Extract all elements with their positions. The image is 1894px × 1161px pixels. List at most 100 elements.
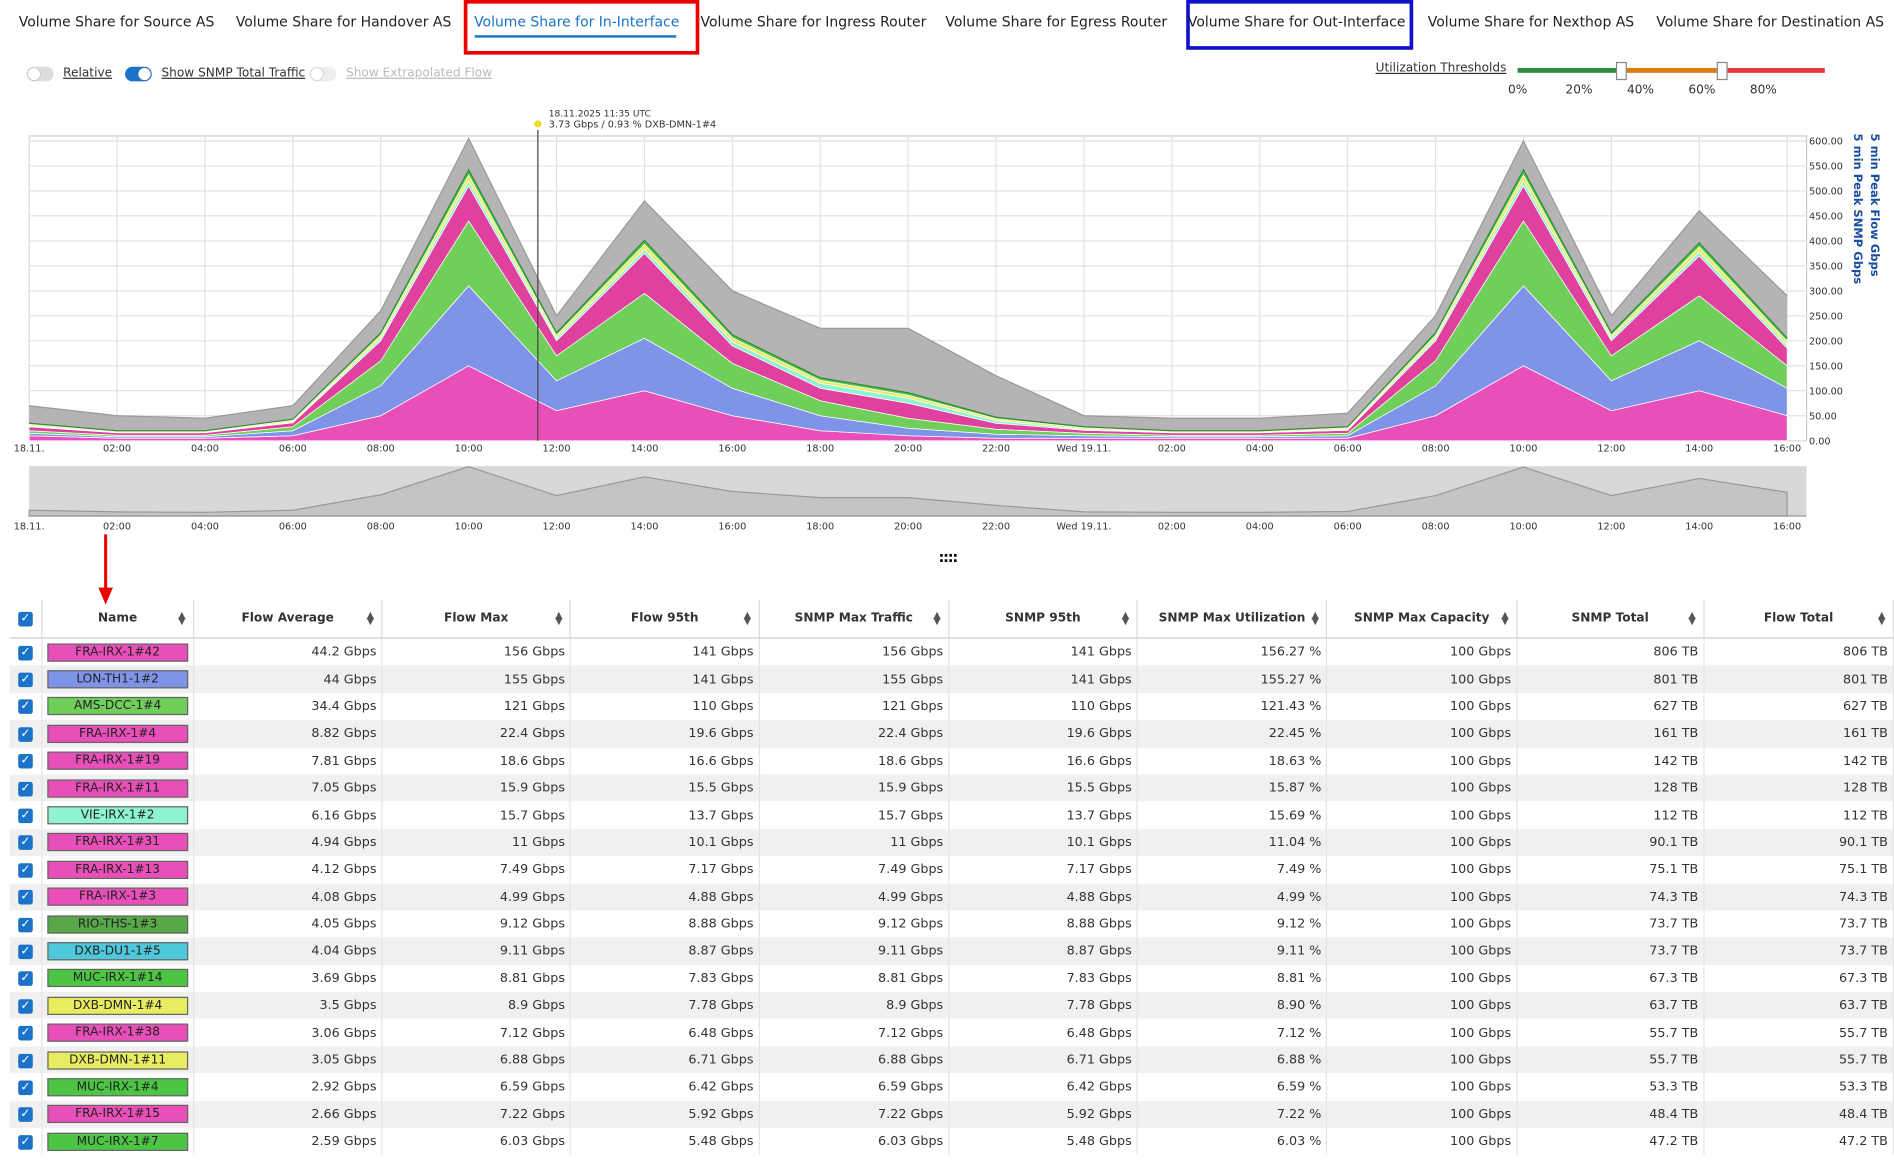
toggle-switch[interactable] [309, 66, 337, 82]
row-checkbox[interactable]: ✓ [18, 862, 33, 878]
threshold-label: 20% [1565, 83, 1593, 98]
row-checkbox[interactable]: ✓ [18, 1053, 33, 1068]
resize-handle[interactable]: :::: [938, 548, 958, 566]
row-checkbox[interactable]: ✓ [18, 971, 33, 987]
cell: 100 Gbps [1326, 1073, 1518, 1101]
header-cell[interactable]: Flow Total ▲ ▼ [1703, 599, 1894, 639]
name-tag: DXB-DU1-1#5 [47, 942, 189, 961]
checkbox-cell: ✓ [9, 1127, 43, 1156]
tab[interactable]: Volume Share for In-Interface [474, 13, 680, 31]
cell: 6.48 Gbps [948, 1019, 1138, 1047]
tab[interactable]: Volume Share for Out-Interface [1187, 13, 1406, 31]
tab[interactable]: Volume Share for Nexthop AS [1427, 13, 1635, 31]
row-checkbox[interactable]: ✓ [18, 1134, 33, 1150]
cell: 15.7 Gbps [758, 801, 950, 829]
header-cell[interactable]: Flow 95th ▲ ▼ [570, 599, 760, 639]
cell: 100 Gbps [1326, 1019, 1518, 1047]
row-checkbox[interactable]: ✓ [18, 672, 33, 688]
cell: 22.4 Gbps [381, 720, 572, 748]
select-all-checkbox[interactable]: ✓ [18, 611, 33, 626]
cell: 73.7 TB [1703, 937, 1894, 965]
cell: 155 Gbps [381, 665, 572, 693]
name-tag: MUC-IRX-1#4 [47, 1078, 189, 1097]
cell: 7.83 Gbps [948, 964, 1138, 993]
cell: 142 TB [1516, 747, 1705, 775]
name-tag: DXB-DMN-1#11 [47, 1050, 189, 1070]
y-tick-label: 250.00 [1809, 311, 1843, 322]
name-tag: AMS-DCC-1#4 [47, 697, 189, 716]
name-cell: AMS-DCC-1#4 [41, 692, 195, 721]
header-cell[interactable]: SNMP Max Utilization ▲ ▼ [1137, 599, 1328, 639]
sort-icon: ▲ ▼ [1878, 609, 1886, 627]
row-checkbox[interactable]: ✓ [18, 699, 33, 715]
header-cell[interactable]: SNMP 95th ▲ ▼ [948, 599, 1138, 639]
cell: 90.1 TB [1703, 828, 1894, 857]
y-axis-label: 5 min Peak Flow Gbps [1868, 134, 1882, 277]
name-tag: LON-TH1-1#2 [47, 670, 189, 689]
cell: 6.88 % [1137, 1046, 1328, 1074]
row-checkbox[interactable]: ✓ [18, 835, 33, 851]
row-checkbox[interactable]: ✓ [18, 1107, 33, 1123]
navigator-tick-label: 06:00 [1334, 521, 1362, 532]
row-checkbox[interactable]: ✓ [18, 1080, 33, 1096]
row-checkbox[interactable]: ✓ [18, 727, 33, 742]
row-checkbox[interactable]: ✓ [18, 890, 33, 905]
x-tick-label: Wed 19.11. [1056, 444, 1111, 455]
header-cell[interactable]: SNMP Total ▲ ▼ [1516, 599, 1705, 639]
name-tag: VIE-IRX-1#2 [47, 806, 189, 825]
cell: 627 TB [1516, 692, 1705, 721]
navigator-tick-label: 02:00 [1158, 521, 1186, 532]
cell: 121.43 % [1137, 692, 1328, 721]
navigator-tick-label: 16:00 [718, 521, 746, 532]
cell: 55.7 TB [1703, 1046, 1894, 1074]
row-checkbox[interactable]: ✓ [18, 998, 33, 1014]
toggle-switch[interactable] [26, 66, 54, 82]
cell: 10.1 Gbps [948, 828, 1138, 857]
tab[interactable]: Volume Share for Destination AS [1656, 13, 1885, 31]
cell: 6.59 Gbps [381, 1073, 572, 1101]
name-tag: MUC-IRX-1#7 [47, 1132, 189, 1151]
toggle-label: Show Extrapolated Flow [346, 66, 493, 81]
cell: 121 Gbps [758, 692, 950, 721]
cell: 73.7 TB [1516, 910, 1705, 938]
name-cell: FRA-IRX-1#42 [41, 638, 195, 666]
header-cell[interactable]: Flow Max ▲ ▼ [381, 599, 572, 639]
table-row: ✓ VIE-IRX-1#2 6.16 Gbps 15.7 Gbps 13.7 Gbps 1… [9, 801, 1894, 829]
header-cell[interactable]: Flow Average ▲ ▼ [193, 599, 383, 639]
table-row: ✓ DXB-DMN-1#4 3.5 Gbps 8.9 Gbps 7.78 Gbps 8.9… [9, 992, 1894, 1020]
header-cell[interactable]: Name ▲ ▼ [41, 599, 195, 639]
row-checkbox[interactable]: ✓ [18, 917, 33, 932]
y-tick-label: 350.00 [1809, 262, 1843, 273]
navigator-tick-label: 20:00 [894, 521, 922, 532]
header-cell[interactable]: SNMP Max Traffic ▲ ▼ [758, 599, 950, 639]
toggle-switch[interactable] [125, 66, 152, 82]
cell: 100 Gbps [1326, 638, 1518, 666]
row-checkbox[interactable]: ✓ [18, 781, 33, 797]
threshold-handle[interactable] [1615, 61, 1627, 81]
cell: 7.22 Gbps [758, 1100, 950, 1128]
toggle-knob [138, 67, 151, 81]
row-checkbox[interactable]: ✓ [18, 645, 33, 661]
cell: 100 Gbps [1326, 692, 1518, 721]
row-checkbox[interactable]: ✓ [18, 808, 33, 824]
cell: 2.66 Gbps [193, 1100, 383, 1128]
tab[interactable]: Volume Share for Ingress Router [700, 13, 927, 31]
cell: 100 Gbps [1326, 1127, 1518, 1156]
cell: 7.17 Gbps [948, 856, 1138, 884]
cell: 4.05 Gbps [193, 910, 383, 938]
threshold-handle[interactable] [1716, 61, 1728, 81]
checkbox-cell: ✓ [9, 992, 43, 1020]
cell: 22.45 % [1137, 720, 1328, 748]
row-checkbox[interactable]: ✓ [18, 944, 33, 960]
cell: 9.11 Gbps [758, 937, 950, 965]
header-cell[interactable]: SNMP Max Capacity ▲ ▼ [1326, 599, 1518, 639]
x-tick-label: 12:00 [1597, 444, 1625, 455]
row-checkbox[interactable]: ✓ [18, 1026, 33, 1041]
header-label: Flow Total [1763, 611, 1834, 626]
tab[interactable]: Volume Share for Source AS [18, 13, 215, 31]
row-checkbox[interactable]: ✓ [18, 754, 33, 769]
table-row: ✓ FRA-IRX-1#13 4.12 Gbps 7.49 Gbps 7.17 Gbps… [9, 856, 1894, 884]
tab[interactable]: Volume Share for Egress Router [945, 13, 1168, 31]
tab[interactable]: Volume Share for Handover AS [235, 13, 452, 31]
checkbox-cell: ✓ [9, 883, 43, 911]
